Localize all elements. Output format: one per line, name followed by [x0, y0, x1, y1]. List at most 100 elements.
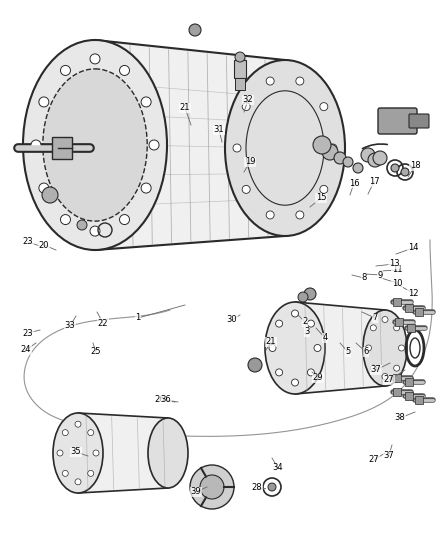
- Circle shape: [120, 66, 130, 76]
- Text: 19: 19: [245, 157, 255, 166]
- Bar: [52, 137, 72, 159]
- Circle shape: [296, 77, 304, 85]
- Ellipse shape: [225, 60, 345, 236]
- Circle shape: [266, 211, 274, 219]
- Bar: [405, 378, 413, 386]
- Circle shape: [62, 430, 68, 435]
- Text: 31: 31: [214, 125, 224, 134]
- Bar: [415, 308, 423, 316]
- Text: 23: 23: [23, 238, 33, 246]
- Text: 21: 21: [180, 103, 190, 112]
- Text: 32: 32: [243, 95, 253, 104]
- Circle shape: [368, 153, 382, 167]
- Circle shape: [276, 369, 283, 376]
- Circle shape: [190, 465, 234, 509]
- Circle shape: [88, 470, 94, 477]
- Text: 12: 12: [408, 288, 418, 297]
- Text: 24: 24: [21, 345, 31, 354]
- Circle shape: [233, 144, 241, 152]
- Circle shape: [242, 185, 250, 193]
- Text: 16: 16: [349, 179, 359, 188]
- Text: 4: 4: [322, 334, 328, 343]
- Text: 27: 27: [369, 456, 379, 464]
- Circle shape: [276, 320, 283, 327]
- Circle shape: [394, 365, 399, 371]
- Circle shape: [200, 475, 224, 499]
- Text: 17: 17: [369, 177, 379, 187]
- Circle shape: [373, 151, 387, 165]
- Circle shape: [75, 479, 81, 485]
- Bar: [393, 388, 401, 396]
- Bar: [393, 298, 401, 306]
- Circle shape: [304, 288, 316, 300]
- Bar: [234, 60, 246, 78]
- Text: 27: 27: [384, 376, 394, 384]
- Ellipse shape: [148, 418, 188, 488]
- Text: 25: 25: [91, 348, 101, 357]
- Text: 5: 5: [346, 348, 351, 357]
- Text: 8: 8: [361, 273, 367, 282]
- Circle shape: [75, 421, 81, 427]
- Circle shape: [292, 379, 299, 386]
- Circle shape: [371, 365, 376, 371]
- Circle shape: [382, 374, 388, 379]
- Text: 6: 6: [363, 348, 369, 357]
- Text: 29: 29: [313, 374, 323, 383]
- Circle shape: [149, 140, 159, 150]
- Circle shape: [235, 52, 245, 62]
- Ellipse shape: [265, 302, 325, 394]
- Text: 15: 15: [316, 193, 326, 203]
- Text: 34: 34: [273, 464, 283, 472]
- Text: 1: 1: [135, 313, 141, 322]
- Circle shape: [320, 103, 328, 111]
- Circle shape: [141, 183, 151, 193]
- Circle shape: [62, 470, 68, 477]
- Bar: [235, 78, 245, 90]
- Bar: [407, 324, 415, 332]
- Text: 38: 38: [395, 414, 406, 423]
- Ellipse shape: [43, 69, 147, 221]
- Circle shape: [90, 226, 100, 236]
- Circle shape: [307, 320, 314, 327]
- Circle shape: [120, 215, 130, 224]
- Circle shape: [307, 369, 314, 376]
- Text: 20: 20: [39, 240, 49, 249]
- Text: 7: 7: [372, 313, 378, 322]
- Bar: [393, 374, 401, 382]
- Circle shape: [298, 292, 308, 302]
- Text: 10: 10: [392, 279, 402, 287]
- Circle shape: [90, 54, 100, 64]
- Circle shape: [401, 168, 409, 176]
- Circle shape: [329, 144, 337, 152]
- Bar: [395, 318, 403, 326]
- Text: 3: 3: [304, 327, 310, 336]
- Circle shape: [382, 317, 388, 322]
- PathPatch shape: [78, 413, 168, 493]
- FancyBboxPatch shape: [378, 108, 417, 134]
- Circle shape: [189, 24, 201, 36]
- Circle shape: [60, 66, 71, 76]
- Circle shape: [394, 325, 399, 331]
- Text: 37: 37: [384, 450, 394, 459]
- Circle shape: [39, 183, 49, 193]
- Circle shape: [296, 211, 304, 219]
- Circle shape: [334, 152, 346, 164]
- Ellipse shape: [23, 40, 167, 250]
- Bar: [415, 396, 423, 404]
- Text: 28: 28: [252, 483, 262, 492]
- Circle shape: [57, 450, 63, 456]
- Text: 18: 18: [410, 161, 420, 171]
- Text: 21: 21: [266, 337, 276, 346]
- Text: 37: 37: [371, 366, 381, 375]
- PathPatch shape: [95, 40, 285, 250]
- Text: 36: 36: [161, 395, 171, 405]
- Circle shape: [77, 220, 87, 230]
- Text: 30: 30: [227, 316, 237, 325]
- Ellipse shape: [53, 413, 103, 493]
- Circle shape: [60, 215, 71, 224]
- Text: 35: 35: [71, 448, 81, 456]
- Circle shape: [399, 345, 405, 351]
- Circle shape: [314, 344, 321, 351]
- Bar: [405, 304, 413, 312]
- Circle shape: [248, 358, 262, 372]
